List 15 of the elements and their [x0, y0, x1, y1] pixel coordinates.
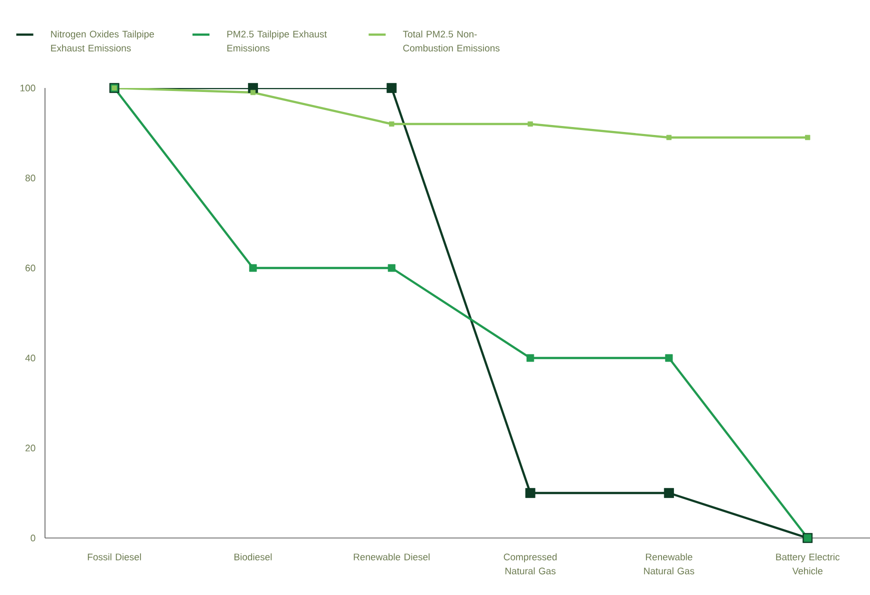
x-tick-label: Compressed Natural Gas [504, 553, 557, 574]
y-tick-label: 80 [25, 174, 36, 182]
x-tick-label: Renewable Natural Gas [644, 553, 694, 574]
y-tick-label: 100 [20, 84, 36, 92]
y-tick-label: 20 [26, 444, 36, 452]
legend-label: PM2.5 Tailpipe Exhaust Emissions [227, 30, 327, 52]
x-tick-label: Fossil Diesel [88, 553, 141, 560]
x-tick-label: Battery Electric Vehicle [776, 553, 840, 574]
y-tick-label: 0 [30, 534, 36, 542]
legend-label: Nitrogen Oxides Tailpipe Exhaust Emissions [51, 30, 154, 52]
x-tick-label: Biodiesel [234, 553, 272, 560]
y-tick-label: 60 [26, 264, 36, 272]
legend-label: Total PM2.5 Non-Combustion Emissions [402, 30, 500, 52]
x-tick-label: Renewable Diesel [354, 553, 430, 560]
y-tick-label: 40 [25, 354, 36, 362]
